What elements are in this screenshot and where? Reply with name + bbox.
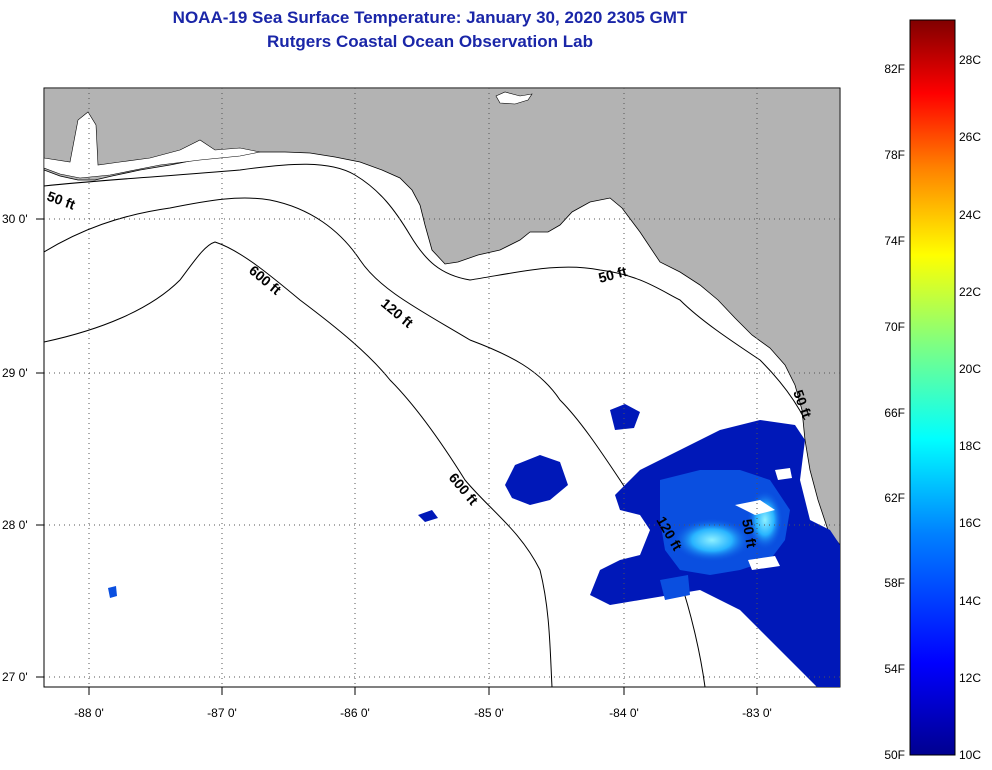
cb-f-label: 70F	[884, 320, 905, 334]
cb-f-label: 74F	[884, 234, 905, 248]
lat-label: 28 0'	[2, 518, 28, 532]
colorbar-c-labels: 28C 26C 24C 22C 20C 18C 16C 14C 12C 10C	[959, 53, 981, 762]
cb-c-label: 24C	[959, 208, 981, 222]
lon-label: -83 0'	[742, 706, 772, 720]
contour-600ft	[44, 241, 553, 687]
lon-label: -87 0'	[207, 706, 237, 720]
cb-f-label: 58F	[884, 576, 905, 590]
cb-c-label: 14C	[959, 594, 981, 608]
axis-ticks	[36, 218, 758, 695]
lon-label: -85 0'	[474, 706, 504, 720]
map-title: NOAA-19 Sea Surface Temperature: January…	[172, 8, 688, 27]
cb-c-label: 26C	[959, 130, 981, 144]
lon-label: -86 0'	[340, 706, 370, 720]
bay	[44, 111, 261, 179]
cb-f-label: 54F	[884, 662, 905, 676]
contour-label: 50 ft	[597, 263, 629, 286]
contour-label: 50 ft	[739, 518, 760, 549]
colorbar	[909, 19, 956, 756]
cb-f-label: 50F	[884, 748, 905, 762]
contour-50ft-west	[44, 163, 806, 421]
lat-label: 27 0'	[2, 670, 28, 684]
lon-label: -88 0'	[74, 706, 104, 720]
cb-f-label: 82F	[884, 62, 905, 76]
cb-c-label: 20C	[959, 362, 981, 376]
cb-f-label: 62F	[884, 491, 905, 505]
cb-c-label: 10C	[959, 748, 981, 762]
cb-f-label: 78F	[884, 148, 905, 162]
cb-f-label: 66F	[884, 406, 905, 420]
cb-c-label: 16C	[959, 516, 981, 530]
sst-data	[108, 404, 840, 687]
colorbar-f-labels: 82F 78F 74F 70F 66F 62F 58F 54F 50F	[884, 62, 905, 762]
lon-label: -84 0'	[609, 706, 639, 720]
lake	[495, 91, 533, 105]
cb-c-label: 28C	[959, 53, 981, 67]
cb-c-label: 12C	[959, 671, 981, 685]
cb-c-label: 22C	[959, 285, 981, 299]
lat-label: 30 0'	[2, 212, 28, 226]
lat-label: 29 0'	[2, 366, 28, 380]
cb-c-label: 18C	[959, 439, 981, 453]
map-subtitle: Rutgers Coastal Ocean Observation Lab	[267, 32, 593, 51]
